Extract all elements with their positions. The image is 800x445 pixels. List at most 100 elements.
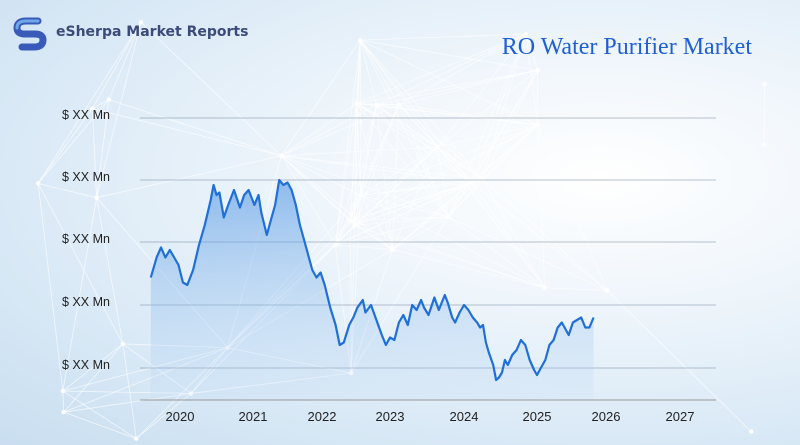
network-line [525, 33, 538, 71]
network-line [281, 155, 393, 250]
network-line [376, 104, 538, 126]
network-line [544, 287, 608, 291]
network-node [354, 101, 359, 106]
series-line [149, 178, 595, 382]
network-node [762, 81, 767, 87]
network-node [333, 242, 338, 248]
network-node [90, 106, 95, 111]
network-line [281, 155, 361, 196]
network-line [37, 183, 64, 392]
network-line [471, 33, 527, 183]
network-line [63, 343, 124, 413]
y-tick-label: $ XX Mn [62, 358, 110, 372]
network-line [350, 104, 377, 221]
network-node [352, 223, 357, 228]
network-line [92, 22, 142, 109]
network-line [92, 99, 109, 109]
network-node [446, 214, 451, 220]
network-line [482, 124, 538, 180]
network-node [94, 195, 99, 200]
network-node [523, 31, 529, 37]
network-line [356, 103, 438, 148]
network-line [482, 178, 546, 289]
network-line [62, 197, 98, 392]
network-line [350, 216, 449, 222]
network-line [356, 69, 538, 104]
x-tick-label: 2024 [450, 409, 479, 424]
network-line [398, 69, 538, 105]
network-line [360, 195, 449, 218]
network-line [281, 103, 357, 157]
network-line [38, 183, 97, 199]
series-area [150, 180, 594, 400]
network-line [448, 124, 538, 218]
network-line [37, 99, 110, 184]
network-line [376, 104, 483, 180]
network-line [448, 216, 608, 291]
network-line [447, 33, 527, 217]
network-line [334, 103, 357, 245]
y-tick-label: $ XX Mn [62, 170, 110, 184]
network-line [448, 216, 545, 289]
network-node [138, 20, 144, 25]
network-line [481, 33, 527, 179]
network-line [448, 178, 483, 218]
network-line [437, 124, 538, 148]
network-node [60, 388, 66, 394]
network-line [281, 155, 351, 221]
network-line [398, 104, 438, 148]
network-line [359, 40, 377, 106]
chart-title: RO Water Purifier Market [501, 34, 752, 60]
network-node [469, 180, 474, 186]
network-line [281, 155, 336, 246]
network-node [35, 181, 41, 186]
x-tick-label: 2025 [523, 409, 552, 424]
network-line [356, 103, 483, 180]
network-node [535, 68, 540, 73]
network-line [356, 103, 377, 106]
network-line [350, 146, 438, 221]
network-node [120, 341, 126, 347]
network-node [604, 288, 610, 293]
network-line [350, 195, 361, 221]
network-node [358, 193, 363, 198]
network-line [482, 178, 608, 291]
network-line [96, 22, 142, 198]
network-line [335, 195, 361, 246]
network-line [447, 70, 538, 218]
brand-header: eSherpa Market Reports [10, 12, 248, 52]
network-line [360, 124, 538, 196]
network-line [360, 39, 538, 71]
network-node [374, 102, 379, 108]
network-node [358, 37, 363, 43]
network-line [398, 104, 483, 180]
network-line [335, 216, 449, 246]
network-line [391, 146, 439, 250]
network-line [350, 178, 483, 222]
network-line [350, 40, 361, 221]
x-tick-label: 2027 [666, 409, 695, 424]
network-line [471, 182, 608, 291]
network-line [360, 182, 472, 196]
network-line [356, 33, 527, 104]
network-line [354, 124, 538, 226]
network-line [37, 183, 124, 345]
x-axis-ticks: 2020 2021 2022 2023 2024 2025 2026 2027 [166, 409, 695, 424]
network-line [350, 220, 545, 289]
network-line [354, 216, 449, 226]
y-tick-label: $ XX Mn [62, 108, 110, 122]
network-line [360, 195, 393, 250]
x-tick-label: 2021 [239, 409, 268, 424]
network-node [535, 122, 540, 128]
network-node [134, 436, 139, 441]
network-line [437, 146, 546, 289]
network-line [122, 343, 137, 439]
network-line [356, 103, 472, 184]
network-line [391, 104, 400, 250]
network-line [360, 39, 538, 126]
network-line [96, 197, 124, 344]
network-line [350, 124, 538, 221]
network-node [106, 97, 112, 102]
network-line [281, 155, 472, 184]
network-line [437, 33, 527, 148]
